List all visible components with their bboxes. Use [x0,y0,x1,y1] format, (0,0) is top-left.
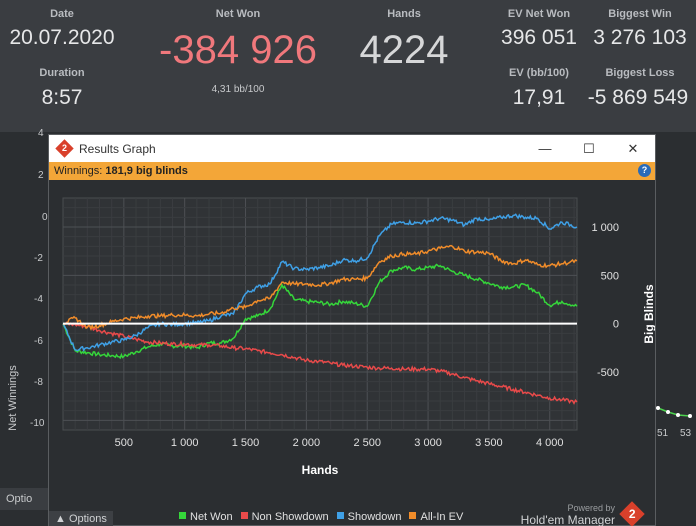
legend-item[interactable]: Net Won [179,511,233,523]
background-y-tick: 2 [38,170,44,181]
date-value: 20.07.2020 [9,26,115,49]
ev-bb100-label: EV (bb/100) [509,67,569,79]
legend-label: Non Showdown [251,511,329,523]
legend-swatch [240,512,248,519]
y-tick-label: 500 [601,270,619,282]
background-y-tick: -10 [30,418,45,429]
results-graph-window: 2 Results Graph — ☐ ✕ Winnings: 181,9 bi… [48,134,656,526]
ev-net-won-label: EV Net Won [507,8,571,20]
series-line [62,244,578,332]
duration-value: 8:57 [41,86,83,109]
stats-header: Date 20.07.2020 Duration 8:57 Net Won -3… [0,0,696,132]
legend-swatch [409,512,417,519]
x-axis-title: Hands [302,463,339,477]
background-y-axis-title: Net Winnings [7,365,19,431]
results-chart: 500 1 000 1 500 2 000 2 500 3 000 3 500 4 000 -5… [62,197,655,477]
background-x-tick: 53 [680,428,692,439]
background-y-tick: -4 [34,294,43,305]
ev-bb100-value: 17,91 [512,86,566,109]
y-tick-label: 1 000 [591,222,619,234]
x-tick-label: 500 [115,437,133,449]
series-line [62,213,578,352]
background-options-button[interactable]: Optio [0,488,52,510]
x-tick-label: 1 000 [171,437,199,449]
help-icon[interactable]: ? [638,164,651,177]
close-button[interactable]: ✕ [627,141,639,156]
legend-item[interactable]: Showdown [336,511,402,523]
options-button[interactable]: ▲ Options [49,511,113,526]
bb-per-100: 4,31 bb/100 [211,84,265,95]
minimize-button[interactable]: — [538,141,552,156]
winnings-value: 181,9 big blinds [105,165,188,177]
biggest-loss-label: Biggest Loss [605,67,675,79]
legend-label: All-In EV [420,511,464,523]
maximize-button[interactable]: ☐ [583,141,595,156]
background-line [656,406,692,418]
background-y-tick: 4 [38,128,44,139]
chevron-up-icon: ▲ [55,513,66,525]
chart-legend: Net Won Non Showdown Showdown All-In EV [179,511,471,525]
hands-label: Hands [387,8,421,20]
net-won-label: Net Won [215,8,261,20]
biggest-win-label: Biggest Win [608,8,672,20]
series-line [62,321,578,405]
hm2-logo-icon: 2 [55,139,74,158]
x-tick-label: 3 000 [414,437,442,449]
hands-value: 4224 [359,28,449,72]
biggest-win-value: 3 276 103 [593,26,687,49]
background-y-tick: -6 [34,336,43,347]
brand-name: Hold'em Manager [520,513,615,526]
background-x-tick: 51 [657,428,669,439]
window-title: Results Graph [79,142,156,156]
legend-label: Showdown [347,511,402,523]
background-y-tick: -8 [34,377,43,388]
net-won-value: -384 926 [159,28,317,72]
winnings-label: Winnings: [54,165,103,177]
legend-label: Net Won [190,511,233,523]
background-y-tick: -2 [34,253,43,264]
y-axis-title: Big Blinds [642,284,655,344]
x-tick-label: 2 000 [293,437,321,449]
legend-swatch [336,512,344,519]
x-tick-label: 4 000 [536,437,564,449]
y-tick-label: -500 [597,367,619,379]
window-titlebar[interactable]: 2 Results Graph — ☐ ✕ [49,135,655,162]
winnings-bar: Winnings: 181,9 big blinds ? [49,162,655,180]
duration-label: Duration [39,67,85,79]
x-tick-label: 1 500 [232,437,260,449]
winnings-summary: Winnings: 181,9 big blinds [54,165,188,177]
biggest-loss-value: -5 869 549 [587,86,689,109]
series-line [62,263,578,360]
legend-item[interactable]: Non Showdown [240,511,329,523]
date-label: Date [50,8,74,20]
legend-swatch [179,512,186,519]
options-label: Options [68,513,107,525]
background-y-tick: 0 [42,212,48,223]
x-tick-label: 3 500 [475,437,503,449]
ev-net-won-value: 396 051 [501,26,577,49]
y-tick-label: 0 [613,319,619,331]
powered-by-label: Powered by [567,503,615,513]
legend-item[interactable]: All-In EV [409,511,463,523]
x-tick-label: 2 500 [353,437,381,449]
